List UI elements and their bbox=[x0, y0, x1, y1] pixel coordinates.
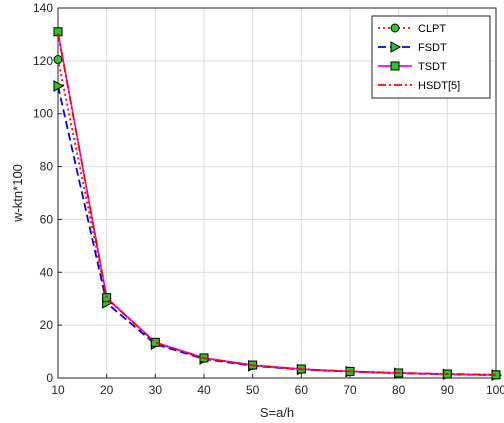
x-tick-label: 40 bbox=[197, 383, 211, 397]
legend-label-tsdt: TSDT bbox=[418, 61, 447, 73]
x-tick-label: 30 bbox=[149, 383, 163, 397]
series-line-clpt bbox=[57, 59, 497, 376]
y-tick-label: 40 bbox=[40, 265, 54, 279]
legend-marker-clpt bbox=[390, 23, 400, 33]
x-axis-label: S=a/h bbox=[260, 405, 294, 420]
x-tick-label: 20 bbox=[100, 383, 114, 397]
y-tick-label: 60 bbox=[40, 212, 54, 226]
data-point-clpt bbox=[53, 55, 63, 65]
x-tick-label: 100 bbox=[486, 383, 504, 397]
y-axis-label: w-ktn*100 bbox=[10, 164, 25, 223]
y-tick-label: 100 bbox=[33, 107, 53, 121]
y-tick-label: 80 bbox=[40, 160, 54, 174]
y-tick-label: 140 bbox=[33, 1, 53, 15]
x-tick-label: 90 bbox=[441, 383, 455, 397]
legend-label-clpt: CLPT bbox=[418, 23, 446, 35]
legend-label-fsdt: FSDT bbox=[418, 42, 447, 54]
y-tick-labels: 0 20 40 60 80 100 120 140 bbox=[33, 1, 53, 385]
series-line-fsdt bbox=[57, 85, 497, 376]
legend-marker-fsdt bbox=[390, 41, 402, 53]
data-point-tsdt bbox=[150, 337, 160, 347]
x-tick-labels: 10 20 30 40 50 60 70 80 90 100 bbox=[51, 383, 504, 397]
series-group bbox=[53, 27, 503, 381]
legend-label-hsdt5: HSDT[5] bbox=[418, 80, 460, 92]
legend-marker-tsdt bbox=[390, 61, 400, 71]
x-tick-label: 50 bbox=[246, 383, 260, 397]
legend: CLPT FSDT TSDT HSDT[5] bbox=[371, 15, 491, 99]
x-tick-label: 10 bbox=[51, 383, 65, 397]
y-tick-label: 0 bbox=[46, 371, 53, 385]
data-point-fsdt bbox=[53, 80, 65, 92]
plot-area-border bbox=[57, 7, 497, 379]
y-tick-label: 20 bbox=[40, 318, 54, 332]
x-tick-label: 80 bbox=[392, 383, 406, 397]
y-tick-label: 120 bbox=[33, 54, 53, 68]
series-line-hsdt5 bbox=[57, 32, 497, 376]
x-tick-label: 70 bbox=[343, 383, 357, 397]
x-tick-label: 60 bbox=[295, 383, 309, 397]
